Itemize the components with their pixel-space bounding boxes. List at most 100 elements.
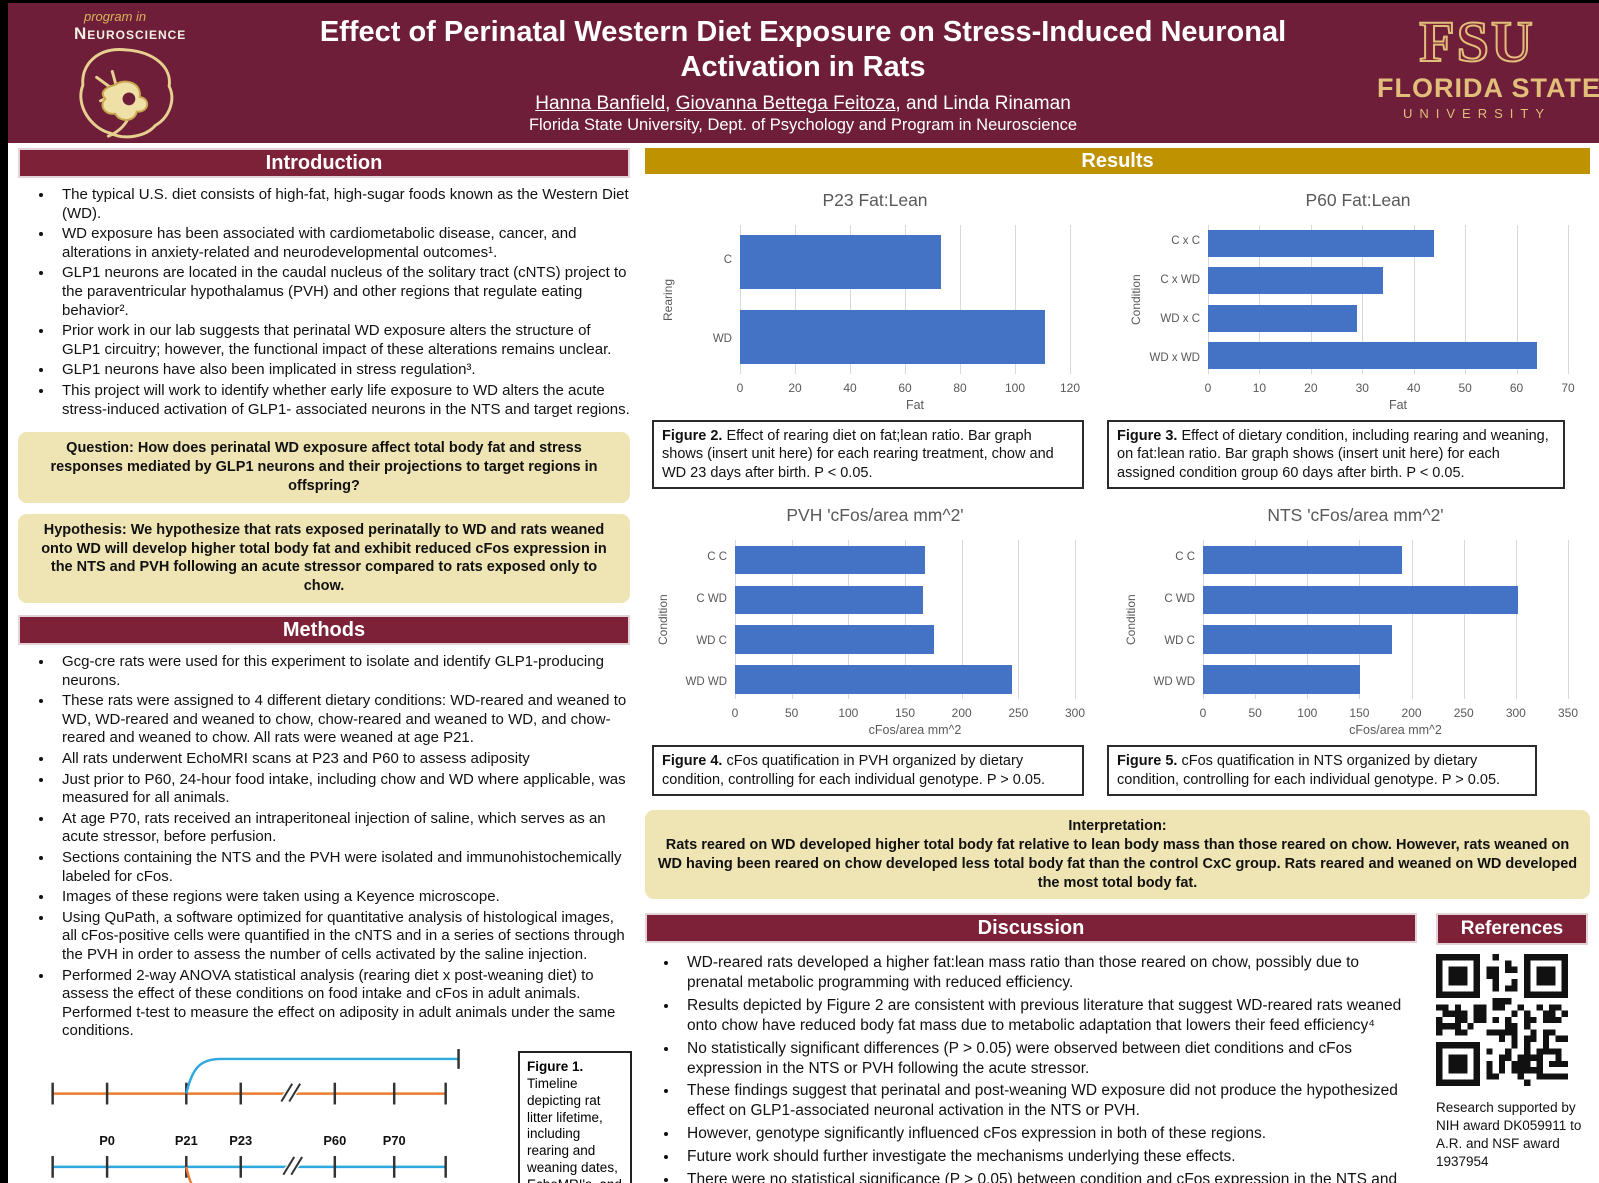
discussion-bullet-list: WD-reared rats developed a higher fat:le… — [645, 953, 1417, 1183]
gridline — [1259, 225, 1261, 374]
y-axis-label: Condition — [656, 594, 670, 646]
gridline — [1255, 540, 1257, 700]
x-tick-label: 50 — [1458, 381, 1472, 395]
bar-c — [740, 235, 941, 290]
x-tick-label: 250 — [1453, 706, 1474, 721]
bullet-item: There were no statistical significance (… — [679, 1170, 1417, 1183]
bullet-item: The typical U.S. diet consists of high-f… — [54, 186, 630, 223]
gridline — [1516, 225, 1518, 374]
gridline — [1362, 225, 1364, 374]
bar-wd-wd — [735, 665, 1012, 694]
x-tick-label: 20 — [1304, 381, 1318, 395]
top-edge-border — [0, 0, 1599, 3]
bar-row — [1203, 540, 1568, 580]
figure5-caption-label: Figure 5. — [1117, 753, 1178, 770]
bullet-item: This project will work to identify wheth… — [54, 382, 630, 419]
x-tick-label: 200 — [951, 706, 972, 721]
x-tick-label: 80 — [953, 381, 967, 395]
bullet-item: WD exposure has been associated with car… — [54, 225, 630, 262]
introduction-header: Introduction — [18, 148, 630, 178]
x-axis-ticks: 0 20 40 60 80 100 120 — [737, 378, 1080, 395]
timeline-p0: P0 — [99, 1133, 115, 1148]
x-axis-label: Fat — [1388, 398, 1408, 412]
interpretation-body: Rats reared on WD developed higher total… — [657, 836, 1578, 891]
gridline — [848, 540, 850, 700]
bar-wd-wd — [1203, 665, 1361, 694]
gridline — [905, 540, 906, 700]
y-axis-label: Condition — [1124, 594, 1138, 646]
x-tick-label: 50 — [1248, 706, 1262, 721]
x-tick-label: 40 — [843, 381, 857, 395]
bullet-item: Images of these regions were taken using… — [54, 888, 630, 907]
x-axis-ticks: 0 10 20 30 40 50 60 70 — [1205, 378, 1575, 395]
gridline — [1310, 225, 1312, 374]
charts-row-1: P23 Fat:Lean Rearing C WD 0 20 40 60 80 100 120 Fat… — [645, 184, 1590, 412]
bullet-item: WD-reared rats developed a higher fat:le… — [679, 953, 1417, 993]
author-separator: , — [665, 93, 676, 114]
gridline — [1413, 225, 1415, 374]
category-label: WD — [712, 332, 732, 345]
bar-row — [1203, 580, 1568, 620]
figure1-timeline: P0 P21 P23 P60 P70 — [32, 1048, 460, 1183]
gridline — [791, 540, 793, 700]
author-separator: , and Linda Rinaman — [895, 93, 1071, 114]
interpretation-box: Interpretation: Rats reared on WD develo… — [645, 810, 1590, 900]
bullet-item: Prior work in our lab suggests that peri… — [54, 322, 630, 359]
header-banner: program in Neuroscience Effect of Perina… — [8, 3, 1599, 143]
gridline — [1411, 540, 1413, 700]
interpretation-title: Interpretation: — [1068, 818, 1167, 835]
charts-row-2: PVH 'cFos/area mm^2' Condition C C C WD WD C… — [645, 499, 1590, 737]
figure1-caption-label: Figure 1. — [527, 1058, 584, 1074]
x-tick-label: 120 — [1059, 381, 1081, 395]
gridline — [1465, 225, 1467, 374]
x-tick-label: 20 — [788, 381, 802, 395]
bar-c-c — [1203, 545, 1403, 575]
poster-title-line2: Activation in Rats — [680, 51, 926, 84]
bar-row — [735, 580, 1075, 620]
figure5-caption: Figure 5. cFos quatification in NTS orga… — [1107, 745, 1537, 797]
bar-row — [1203, 659, 1568, 699]
bar-wd-c — [735, 625, 935, 654]
figure1-caption: Figure 1. Timeline depicting rat litter … — [518, 1050, 632, 1183]
results-header: Results — [645, 148, 1590, 174]
figure4-caption: Figure 4. cFos quatification in PVH orga… — [652, 745, 1084, 797]
left-edge-border — [0, 0, 8, 1183]
gridline — [905, 225, 906, 374]
captions-row-2: Figure 4. cFos quatification in PVH orga… — [645, 745, 1590, 797]
plot-area — [735, 536, 1095, 703]
chart-title: P23 Fat:Lean — [822, 190, 928, 210]
category-label: WD x WD — [1149, 352, 1200, 365]
y-axis-label: Rearing — [661, 278, 675, 321]
left-column: Introduction The typical U.S. diet consi… — [18, 148, 632, 1183]
x-tick-label: 100 — [1297, 706, 1318, 721]
brain-neuron-icon — [79, 48, 174, 139]
category-label: WD C — [696, 634, 727, 647]
discussion-header: Discussion — [645, 913, 1417, 944]
bar-row — [740, 300, 1070, 375]
category-label: C — [723, 254, 732, 267]
bullet-item: All rats underwent EchoMRI scans at P23 … — [54, 750, 630, 769]
figure2-caption: Figure 2. Effect of rearing diet on fat;… — [652, 420, 1084, 490]
x-tick-label: 0 — [731, 706, 739, 721]
bar-row — [1208, 337, 1568, 374]
fsu-logo: FSU FLORIDA STATE UNIVERSITY — [1377, 12, 1599, 122]
chart-p60-fat-lean: P60 Fat:Lean Condition C x C C x WD WD x C WD… — [1128, 184, 1588, 412]
figure3-caption-text: Effect of dietary condition, including r… — [1117, 428, 1549, 481]
plot-area — [740, 221, 1090, 378]
chart-nts-cfos: NTS 'cFos/area mm^2' Condition C C C WD WD C… — [1123, 499, 1588, 737]
gridline — [1018, 540, 1020, 700]
figure4-caption-text: cFos quatification in PVH organized by d… — [662, 753, 1046, 788]
figure1-block: P0 P21 P23 P60 P70 — [18, 1045, 632, 1183]
plot-area — [1208, 221, 1588, 378]
x-tick-label: 300 — [1505, 706, 1526, 721]
bar-wd-x-wd — [1208, 341, 1538, 369]
x-tick-label: 200 — [1401, 706, 1422, 721]
bullet-item: Sections containing the NTS and the PVH … — [54, 849, 630, 886]
methods-header: Methods — [18, 615, 630, 646]
gridline — [1568, 225, 1569, 374]
x-tick-label: 70 — [1561, 381, 1575, 395]
gridline — [795, 225, 796, 374]
figure3-caption: Figure 3. Effect of dietary condition, i… — [1107, 420, 1565, 490]
gridline — [735, 540, 736, 700]
bar-row — [1208, 262, 1568, 299]
